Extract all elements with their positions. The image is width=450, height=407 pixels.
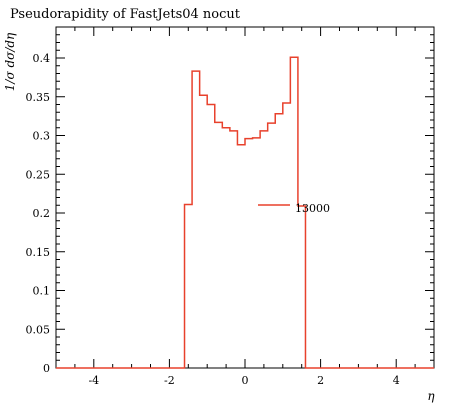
y-tick-label: 0.2 — [33, 207, 51, 220]
chart-title: Pseudorapidity of FastJets04 nocut — [10, 7, 241, 22]
series-line — [56, 56, 434, 369]
plot-frame — [55, 26, 435, 369]
y-tick-label: 0.15 — [26, 246, 51, 259]
y-tick-label: 0.3 — [33, 130, 51, 143]
series-layer — [56, 56, 434, 369]
y-tick-label: 0.1 — [33, 285, 51, 298]
legend-text: 13000 — [295, 202, 330, 215]
y-tick-label: 0.4 — [33, 52, 51, 65]
x-tick-label: -2 — [164, 374, 175, 387]
x-tick-label: 0 — [242, 374, 249, 387]
y-tick-label: 0.05 — [26, 323, 51, 336]
x-tick-label: -4 — [88, 374, 99, 387]
y-tick-label: 0 — [43, 362, 50, 375]
y-tick-label: 0.25 — [26, 168, 51, 181]
y-tick-label: 0.35 — [26, 91, 51, 104]
x-axis-label: η — [427, 389, 435, 403]
x-axis-ticks: -4 -2 0 2 4 — [55, 27, 435, 387]
x-tick-label: 4 — [393, 374, 400, 387]
y-axis-label: 1/σ dσ/dη — [3, 32, 17, 91]
y-axis-ticks: 0 0.05 0.1 0.15 0.2 0.25 0.3 0.35 0.4 — [26, 26, 434, 375]
x-tick-label: 2 — [317, 374, 324, 387]
